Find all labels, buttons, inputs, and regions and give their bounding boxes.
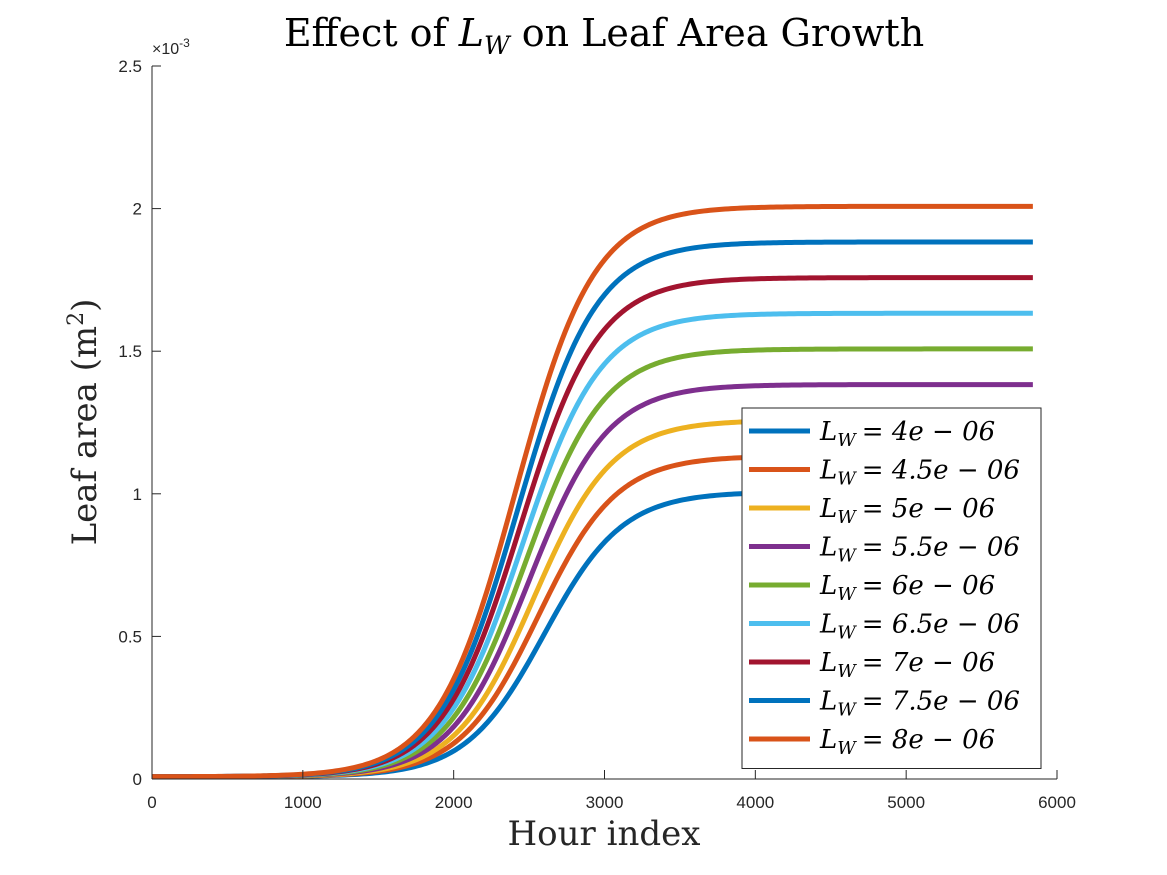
y-axis-title: Leaf area (m2): [64, 299, 105, 546]
y-tick-label-0: 0: [133, 770, 142, 789]
y-tick-label-4: 2: [133, 200, 142, 219]
series-line-9: [152, 203, 1033, 780]
legend: LW = 4e − 06 LW = 4.5e − 06 LW = 5e − 06 LW = 5…: [741, 407, 1042, 769]
x-tick-label-4: 4000: [736, 793, 774, 812]
title-prefix: Effect of: [284, 11, 459, 55]
y-axis-title-text: Leaf area (m: [65, 326, 105, 546]
y-axis-title-superscript: 2: [64, 312, 89, 326]
x-tick-label-6: 6000: [1038, 793, 1076, 812]
title-subscript: W: [484, 31, 512, 60]
x-axis-title: Hour index: [508, 814, 701, 854]
y-tick-label-3: 1.5: [118, 342, 142, 361]
x-tick-label-3: 3000: [586, 793, 624, 812]
y-tick-label-2: 1: [133, 485, 142, 504]
legend-label-1: LW = 4e − 06: [819, 417, 995, 451]
axes: 0 1000 2000 3000 4000 5000 6000 0 0.5 1 1.5 2 2.5: [118, 57, 1076, 812]
legend-label-5: LW = 6e − 06: [819, 571, 995, 605]
legend-label-6: LW = 6.5e − 06: [819, 610, 1020, 644]
y-tick-label-1: 0.5: [118, 627, 142, 646]
x-tick-label-1: 1000: [284, 793, 322, 812]
chart-title: Effect of LW on Leaf Area Growth: [284, 11, 924, 60]
legend-label-4: LW = 5.5e − 06: [819, 533, 1020, 567]
legend-label-2: LW = 4.5e − 06: [819, 456, 1020, 490]
legend-label-3: LW = 5e − 06: [819, 494, 995, 528]
legend-label-9: LW = 8e − 06: [819, 725, 995, 759]
y-tick-label-5: 2.5: [118, 57, 142, 76]
legend-label-7: LW = 7e − 06: [819, 648, 995, 682]
legend-label-8: LW = 7.5e − 06: [819, 687, 1020, 721]
x-tick-label-2: 2000: [435, 793, 473, 812]
y-axis-exponent: ×10-3: [152, 36, 190, 58]
y-axis-title-close: ): [65, 299, 105, 312]
x-tick-label-5: 5000: [887, 793, 925, 812]
plot-area: [151, 203, 1033, 780]
y-exponent-base: ×10: [152, 41, 179, 58]
title-symbol: L: [458, 11, 484, 55]
x-tick-label-0: 0: [147, 793, 156, 812]
title-suffix: on Leaf Area Growth: [510, 11, 925, 55]
y-exponent-power: -3: [179, 36, 190, 50]
